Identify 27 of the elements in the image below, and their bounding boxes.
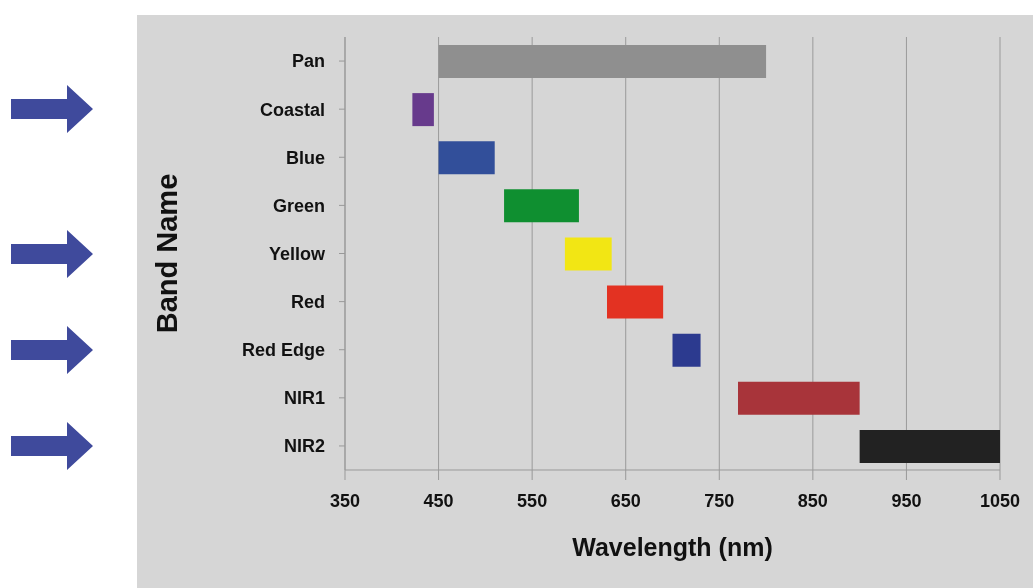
bar <box>564 237 612 271</box>
bar <box>607 285 664 319</box>
y-axis-title: Band Name <box>151 173 184 334</box>
x-tick-label: 450 <box>423 490 454 511</box>
bar <box>438 141 495 175</box>
y-tick-label: Pan <box>291 51 325 72</box>
y-tick-label: Yellow <box>268 243 326 264</box>
bar <box>672 333 701 367</box>
y-tick-label: NIR1 <box>283 388 325 409</box>
bar <box>859 429 1000 463</box>
y-tick-label: Green <box>272 195 325 216</box>
x-tick-label: 350 <box>329 490 361 511</box>
bar <box>738 381 860 415</box>
x-tick-label: 650 <box>610 490 641 511</box>
bar <box>412 93 434 127</box>
y-tick-label: Blue <box>285 147 325 168</box>
x-tick-label: 950 <box>891 490 922 511</box>
y-tick-label: Red Edge <box>241 340 325 361</box>
x-tick-label: 850 <box>797 490 828 511</box>
y-tick-label: NIR2 <box>283 436 325 457</box>
x-axis-title: Wavelength (nm) <box>572 533 773 561</box>
bar <box>504 189 579 223</box>
y-tick-label: Red <box>290 292 325 312</box>
x-tick-label: 550 <box>517 490 548 511</box>
x-tick-label: 1050 <box>979 490 1021 511</box>
x-tick-label: 750 <box>704 490 735 511</box>
y-tick-label: Coastal <box>259 99 325 120</box>
